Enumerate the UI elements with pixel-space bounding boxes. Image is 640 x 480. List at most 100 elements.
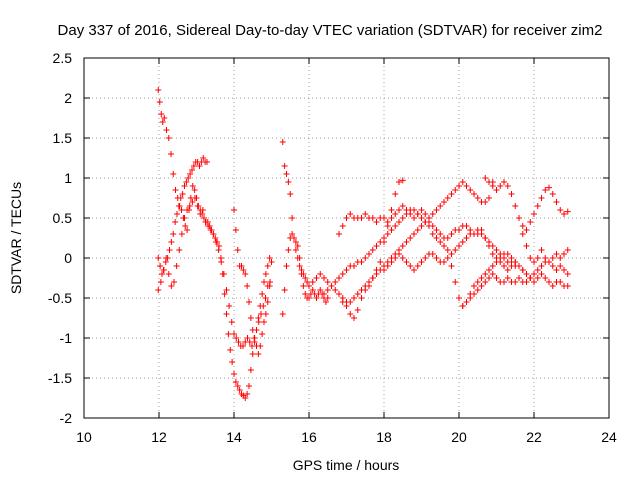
data-point bbox=[456, 295, 462, 301]
data-point bbox=[489, 251, 496, 257]
data-point bbox=[184, 227, 191, 233]
data-point bbox=[174, 211, 180, 217]
data-point bbox=[221, 291, 228, 297]
series-prn-d bbox=[231, 207, 273, 357]
data-point bbox=[324, 287, 331, 293]
data-point bbox=[236, 387, 243, 393]
data-point bbox=[411, 215, 417, 221]
data-point bbox=[437, 231, 444, 237]
data-point bbox=[266, 283, 273, 289]
data-point bbox=[384, 219, 391, 225]
data-point bbox=[474, 279, 481, 285]
data-point bbox=[564, 271, 571, 277]
data-point bbox=[358, 287, 365, 293]
data-point bbox=[399, 177, 406, 184]
data-point bbox=[218, 259, 225, 265]
data-point bbox=[482, 271, 489, 277]
data-point bbox=[231, 331, 237, 337]
data-point bbox=[191, 187, 198, 193]
data-point bbox=[351, 295, 357, 301]
data-point bbox=[557, 207, 564, 213]
data-point bbox=[223, 311, 230, 317]
data-point bbox=[313, 295, 320, 301]
data-point bbox=[336, 275, 342, 281]
data-point bbox=[557, 263, 564, 269]
y-tick-label: 0.5 bbox=[53, 210, 73, 226]
data-point bbox=[489, 263, 496, 269]
data-point bbox=[242, 395, 249, 401]
series-prn-c bbox=[155, 195, 273, 349]
data-point bbox=[260, 303, 267, 309]
data-point bbox=[407, 235, 414, 241]
data-point bbox=[285, 179, 292, 185]
data-point bbox=[343, 303, 350, 309]
y-tick-label: 1 bbox=[64, 170, 72, 186]
data-point bbox=[158, 111, 165, 117]
data-point bbox=[456, 227, 462, 233]
data-point bbox=[497, 183, 504, 189]
data-point bbox=[185, 175, 192, 181]
data-point bbox=[561, 251, 567, 257]
data-point bbox=[414, 227, 421, 233]
data-point bbox=[564, 283, 571, 289]
data-point bbox=[373, 271, 380, 277]
data-point bbox=[433, 255, 440, 261]
data-point bbox=[448, 191, 455, 197]
data-point bbox=[366, 251, 372, 257]
data-point bbox=[246, 339, 253, 345]
data-point bbox=[201, 215, 207, 221]
plot-frame bbox=[83, 57, 610, 419]
data-point bbox=[266, 255, 273, 261]
series-prn-i bbox=[339, 179, 496, 309]
data-point bbox=[177, 195, 184, 201]
data-point bbox=[259, 331, 266, 337]
data-point bbox=[396, 179, 402, 185]
data-point bbox=[493, 259, 500, 265]
data-point bbox=[437, 239, 444, 245]
data-point bbox=[170, 231, 177, 237]
data-point bbox=[512, 279, 519, 285]
data-point bbox=[186, 203, 193, 209]
data-point bbox=[170, 171, 177, 177]
data-point bbox=[512, 259, 519, 265]
data-point bbox=[414, 211, 421, 217]
data-point bbox=[225, 331, 232, 337]
data-point bbox=[179, 191, 186, 197]
data-point bbox=[482, 175, 489, 181]
data-point bbox=[187, 171, 194, 177]
data-point bbox=[381, 267, 387, 273]
data-point bbox=[463, 183, 470, 189]
data-point bbox=[433, 207, 440, 213]
y-tick-label: 1.5 bbox=[53, 130, 73, 146]
data-point bbox=[418, 223, 425, 229]
data-point bbox=[343, 215, 350, 221]
data-point bbox=[478, 231, 485, 237]
data-point bbox=[285, 247, 292, 253]
data-point bbox=[388, 227, 395, 233]
data-point bbox=[324, 295, 331, 301]
data-point bbox=[281, 163, 288, 169]
data-point bbox=[313, 275, 320, 281]
data-point bbox=[343, 267, 350, 273]
data-point bbox=[497, 255, 504, 261]
data-point bbox=[486, 267, 492, 273]
data-point bbox=[157, 263, 164, 269]
data-point bbox=[292, 247, 299, 253]
data-point bbox=[358, 259, 365, 265]
data-point bbox=[229, 359, 236, 365]
data-point bbox=[373, 243, 380, 249]
data-point bbox=[332, 279, 339, 285]
data-point bbox=[279, 139, 286, 145]
data-point bbox=[482, 279, 489, 285]
data-point bbox=[553, 251, 560, 257]
data-point bbox=[564, 208, 571, 215]
data-point bbox=[516, 215, 522, 221]
data-point bbox=[399, 215, 406, 221]
data-point bbox=[452, 279, 459, 285]
data-point bbox=[183, 179, 190, 185]
data-point bbox=[296, 263, 303, 269]
data-point bbox=[281, 287, 288, 293]
data-point bbox=[351, 263, 357, 269]
data-point bbox=[373, 219, 380, 225]
